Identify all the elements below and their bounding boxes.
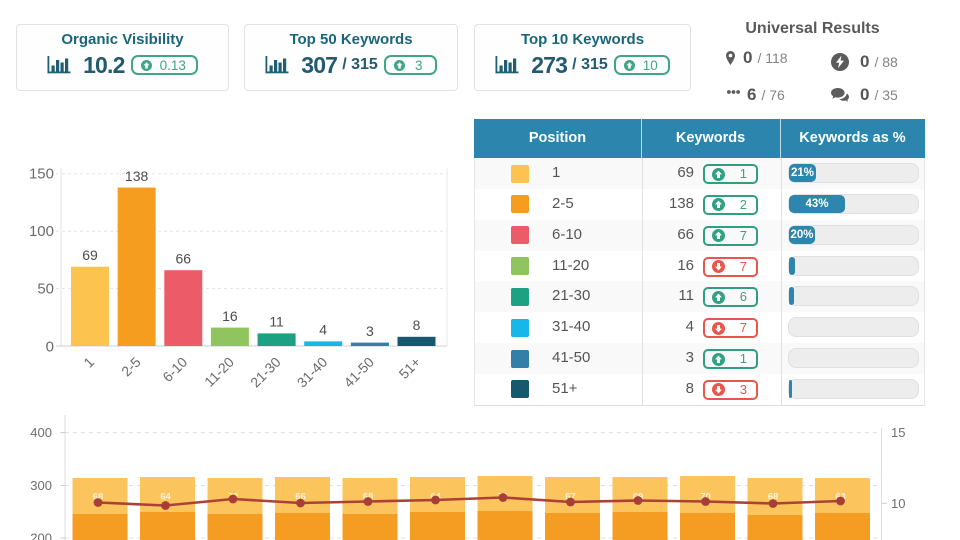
svg-text:70: 70 [700, 492, 711, 503]
svg-text:11: 11 [269, 314, 284, 330]
svg-text:4: 4 [319, 322, 327, 338]
svg-text:69: 69 [82, 247, 98, 263]
svg-text:66: 66 [295, 492, 306, 503]
svg-text:400: 400 [30, 425, 52, 440]
svg-text:138: 138 [125, 168, 149, 184]
svg-text:41-50: 41-50 [340, 354, 377, 391]
svg-text:200: 200 [30, 531, 52, 540]
svg-text:67: 67 [565, 492, 576, 503]
svg-text:2-5: 2-5 [118, 354, 144, 380]
svg-text:0: 0 [46, 338, 54, 355]
svg-text:1: 1 [80, 354, 97, 371]
svg-text:50: 50 [37, 281, 54, 298]
svg-text:21-30: 21-30 [247, 354, 284, 391]
svg-text:68: 68 [363, 492, 374, 503]
svg-text:16: 16 [222, 308, 238, 324]
svg-text:11-20: 11-20 [201, 354, 237, 390]
svg-text:51+: 51+ [396, 354, 424, 382]
svg-text:15: 15 [891, 425, 905, 440]
svg-text:68: 68 [768, 492, 779, 503]
svg-text:3: 3 [366, 323, 374, 339]
svg-text:300: 300 [30, 478, 52, 493]
svg-text:66: 66 [176, 251, 192, 267]
svg-text:10: 10 [891, 496, 905, 511]
svg-text:6-10: 6-10 [159, 354, 190, 385]
svg-text:150: 150 [29, 166, 54, 183]
svg-text:8: 8 [413, 317, 421, 333]
svg-text:31-40: 31-40 [294, 354, 331, 391]
svg-text:100: 100 [29, 223, 54, 240]
svg-text:64: 64 [160, 492, 171, 503]
svg-text:68: 68 [93, 492, 104, 503]
